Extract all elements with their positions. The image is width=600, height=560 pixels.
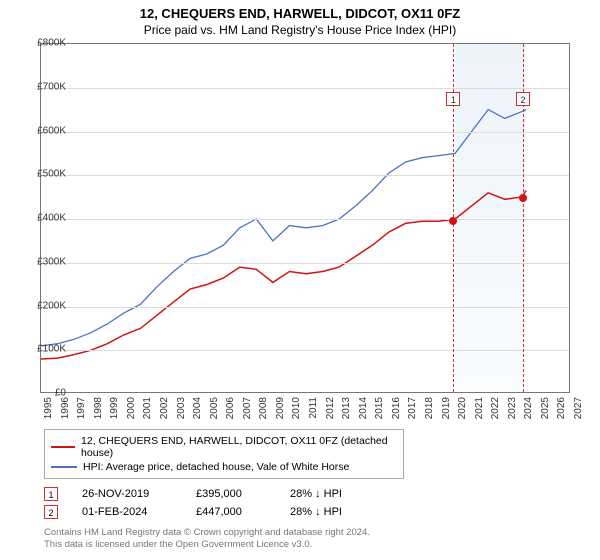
event-price: £395,000 xyxy=(196,488,266,500)
x-axis-tick-label: 2013 xyxy=(341,397,352,419)
chart-title: 12, CHEQUERS END, HARWELL, DIDCOT, OX11 … xyxy=(0,0,600,21)
event-badge: 2 xyxy=(44,505,58,519)
x-axis-tick-label: 2009 xyxy=(275,397,286,419)
legend-item: HPI: Average price, detached house, Vale… xyxy=(51,460,397,474)
x-axis-tick-label: 2020 xyxy=(457,397,468,419)
x-axis-tick-label: 1998 xyxy=(93,397,104,419)
y-axis-tick-label: £800K xyxy=(26,38,66,49)
x-axis-tick-label: 2024 xyxy=(523,397,534,419)
x-axis-tick-label: 1995 xyxy=(43,397,54,419)
legend-item: 12, CHEQUERS END, HARWELL, DIDCOT, OX11 … xyxy=(51,434,397,460)
y-axis-tick-label: £700K xyxy=(26,81,66,92)
x-axis-tick-label: 2003 xyxy=(176,397,187,419)
x-axis-tick-label: 2026 xyxy=(556,397,567,419)
x-axis-tick-label: 2004 xyxy=(192,397,203,419)
x-axis-tick-label: 2019 xyxy=(441,397,452,419)
gridline-h xyxy=(41,88,569,89)
attribution: Contains HM Land Registry data © Crown c… xyxy=(44,527,600,552)
gridline-h xyxy=(41,307,569,308)
y-axis-tick-label: £100K xyxy=(26,344,66,355)
gridline-h xyxy=(41,263,569,264)
y-axis-tick-label: £500K xyxy=(26,169,66,180)
chart-area: 12 £0£100K£200K£300K£400K£500K£600K£700K… xyxy=(40,43,600,423)
event-delta: 28% ↓ HPI xyxy=(290,488,380,500)
event-delta: 28% ↓ HPI xyxy=(290,506,380,518)
legend: 12, CHEQUERS END, HARWELL, DIDCOT, OX11 … xyxy=(44,429,404,479)
x-axis-tick-label: 2016 xyxy=(391,397,402,419)
x-axis-tick-label: 1997 xyxy=(76,397,87,419)
x-axis-tick-label: 2022 xyxy=(490,397,501,419)
x-axis-tick-label: 2012 xyxy=(325,397,336,419)
gridline-h xyxy=(41,350,569,351)
events-table: 1 26-NOV-2019 £395,000 28% ↓ HPI 2 01-FEB-202… xyxy=(44,485,600,521)
event-badge: 1 xyxy=(44,487,58,501)
event-price: £447,000 xyxy=(196,506,266,518)
x-axis-tick-label: 1996 xyxy=(60,397,71,419)
legend-label: HPI: Average price, detached house, Vale… xyxy=(83,461,349,473)
event-row: 2 01-FEB-2024 £447,000 28% ↓ HPI xyxy=(44,503,600,521)
x-axis-tick-label: 2025 xyxy=(540,397,551,419)
x-axis-tick-label: 2018 xyxy=(424,397,435,419)
y-axis-tick-label: £200K xyxy=(26,300,66,311)
x-axis-tick-label: 2023 xyxy=(507,397,518,419)
x-axis-tick-label: 2027 xyxy=(573,397,584,419)
gridline-h xyxy=(41,132,569,133)
x-axis-tick-label: 2000 xyxy=(126,397,137,419)
legend-label: 12, CHEQUERS END, HARWELL, DIDCOT, OX11 … xyxy=(81,435,397,459)
x-axis-tick-label: 2008 xyxy=(258,397,269,419)
y-axis-tick-label: £300K xyxy=(26,256,66,267)
x-axis-tick-label: 2002 xyxy=(159,397,170,419)
x-axis-tick-label: 2011 xyxy=(308,397,319,419)
gridline-h xyxy=(41,175,569,176)
event-dot xyxy=(449,217,457,225)
event-date: 01-FEB-2024 xyxy=(82,506,172,518)
x-axis-tick-label: 2014 xyxy=(358,397,369,419)
x-axis-tick-label: 2007 xyxy=(242,397,253,419)
x-axis-tick-label: 1999 xyxy=(109,397,120,419)
event-row: 1 26-NOV-2019 £395,000 28% ↓ HPI xyxy=(44,485,600,503)
chart-subtitle: Price paid vs. HM Land Registry's House … xyxy=(0,21,600,43)
gridline-h xyxy=(41,219,569,220)
y-axis-tick-label: £600K xyxy=(26,125,66,136)
attribution-line: This data is licensed under the Open Gov… xyxy=(44,539,600,551)
x-axis-tick-label: 2006 xyxy=(225,397,236,419)
x-axis-tick-label: 2001 xyxy=(142,397,153,419)
page-root: 12, CHEQUERS END, HARWELL, DIDCOT, OX11 … xyxy=(0,0,600,560)
legend-swatch xyxy=(51,466,77,468)
legend-swatch xyxy=(51,446,75,448)
event-date: 26-NOV-2019 xyxy=(82,488,172,500)
event-marker-box: 1 xyxy=(446,92,460,106)
plot-area: 12 xyxy=(40,43,570,393)
event-marker-box: 2 xyxy=(516,92,530,106)
x-axis-tick-label: 2010 xyxy=(291,397,302,419)
x-axis-tick-label: 2005 xyxy=(209,397,220,419)
event-dot xyxy=(519,194,527,202)
x-axis-tick-label: 2015 xyxy=(374,397,385,419)
x-axis-tick-label: 2017 xyxy=(407,397,418,419)
y-axis-tick-label: £400K xyxy=(26,213,66,224)
attribution-line: Contains HM Land Registry data © Crown c… xyxy=(44,527,600,539)
x-axis-tick-label: 2021 xyxy=(474,397,485,419)
